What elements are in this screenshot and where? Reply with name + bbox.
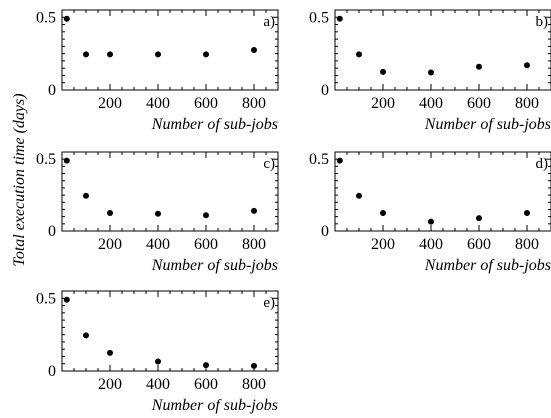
data-point xyxy=(63,15,70,22)
panel-tag: e) xyxy=(263,295,275,311)
data-point xyxy=(107,51,113,58)
x-tick-label: 800 xyxy=(515,95,539,112)
panel-frame xyxy=(334,9,551,91)
data-point xyxy=(83,51,89,58)
data-point xyxy=(63,296,70,303)
panel-frame xyxy=(334,151,551,232)
shared-y-axis-label: Total execution time (days) xyxy=(11,93,28,266)
x-axis-title: Number of sub-jobs xyxy=(151,397,278,414)
data-point xyxy=(428,69,434,76)
x-tick-label: 200 xyxy=(371,236,395,253)
data-point xyxy=(83,332,89,339)
panel-tag: d) xyxy=(536,156,549,172)
data-point xyxy=(524,62,530,69)
x-tick-label: 600 xyxy=(194,376,218,393)
x-tick-label: 400 xyxy=(146,376,170,393)
x-tick-label: 800 xyxy=(242,95,266,112)
data-point xyxy=(83,192,89,199)
data-point xyxy=(336,157,343,164)
x-tick-label: 600 xyxy=(467,236,491,253)
panel-frame xyxy=(61,290,279,372)
panel-tag: a) xyxy=(263,14,275,30)
x-axis-title: Number of sub-jobs xyxy=(151,116,278,133)
panel-tag: b) xyxy=(536,14,549,30)
y-tick-label: 0.5 xyxy=(36,151,56,168)
panel-b: 200 400 600 800 0 0.5 Number of sub-jobs b) xyxy=(309,9,551,133)
panel-frame xyxy=(61,9,279,91)
data-point xyxy=(476,63,482,70)
x-tick-label: 200 xyxy=(98,95,122,112)
x-tick-label: 600 xyxy=(194,236,218,253)
data-point xyxy=(63,157,70,164)
y-tick-label: 0.5 xyxy=(36,9,56,26)
x-axis-title: Number of sub-jobs xyxy=(424,116,551,133)
x-tick-label: 400 xyxy=(419,95,443,112)
data-point xyxy=(380,68,386,75)
data-point xyxy=(356,192,362,199)
data-point xyxy=(476,215,482,222)
x-tick-label: 400 xyxy=(146,236,170,253)
panels: 200 400 600 800 0 0.5 Number of sub-jobs a) 200 4… xyxy=(36,9,551,414)
data-point xyxy=(107,349,113,356)
data-point xyxy=(203,212,209,219)
x-tick-label: 600 xyxy=(467,95,491,112)
data-point xyxy=(336,15,343,22)
y-tick-label: 0 xyxy=(48,82,56,99)
data-point xyxy=(203,362,209,369)
data-point xyxy=(251,47,257,53)
y-tick-label: 0 xyxy=(48,223,56,240)
x-axis-title: Number of sub-jobs xyxy=(424,257,551,274)
x-tick-label: 400 xyxy=(146,95,170,112)
y-tick-label: 0.5 xyxy=(36,290,56,307)
panel-tag: c) xyxy=(263,156,275,172)
x-tick-label: 800 xyxy=(242,376,266,393)
data-point xyxy=(203,51,209,58)
x-tick-label: 600 xyxy=(194,95,218,112)
panel-d: 200 400 600 800 0 0.5 Number of sub-jobs d) xyxy=(309,151,551,274)
data-point xyxy=(524,210,530,217)
data-point xyxy=(251,207,257,214)
data-point xyxy=(356,51,362,58)
y-tick-label: 0 xyxy=(321,82,329,99)
data-point xyxy=(107,210,113,217)
y-tick-label: 0.5 xyxy=(309,151,329,168)
data-point xyxy=(251,362,257,369)
data-point xyxy=(155,358,161,365)
panel-a: 200 400 600 800 0 0.5 Number of sub-jobs a) xyxy=(36,9,279,133)
x-tick-label: 800 xyxy=(515,236,539,253)
y-tick-label: 0 xyxy=(321,223,329,240)
x-axis-title: Number of sub-jobs xyxy=(151,257,278,274)
x-tick-label: 400 xyxy=(419,236,443,253)
y-tick-label: 0.5 xyxy=(309,9,329,26)
x-tick-label: 200 xyxy=(98,236,122,253)
panel-frame xyxy=(61,151,279,232)
data-point xyxy=(155,51,161,58)
x-tick-label: 800 xyxy=(242,236,266,253)
data-point xyxy=(380,210,386,217)
x-tick-label: 200 xyxy=(371,95,395,112)
x-tick-label: 200 xyxy=(98,376,122,393)
panel-e: 200 400 600 800 0 0.5 Number of sub-jobs e) xyxy=(36,290,279,414)
data-point xyxy=(428,218,434,225)
panel-c: 200 400 600 800 0 0.5 Number of sub-jobs c) xyxy=(36,151,279,274)
data-point xyxy=(155,210,161,217)
y-tick-label: 0 xyxy=(48,363,56,380)
